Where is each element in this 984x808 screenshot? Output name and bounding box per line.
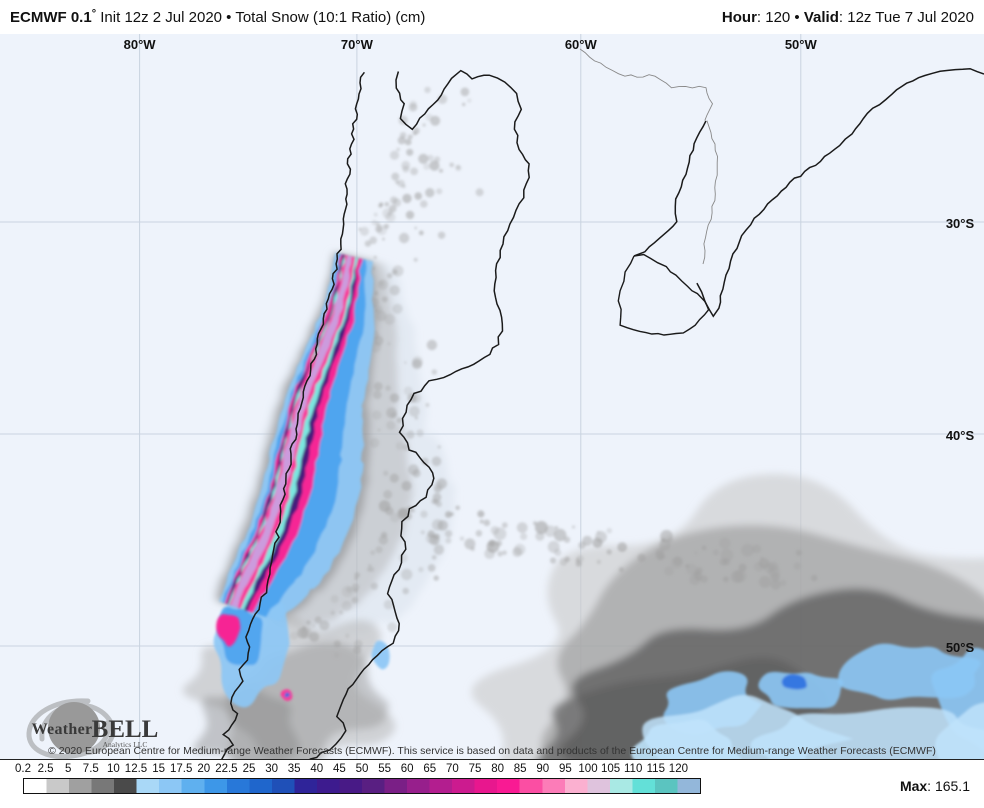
svg-text:Weather: Weather: [32, 721, 93, 738]
svg-text:BELL: BELL: [92, 716, 159, 743]
